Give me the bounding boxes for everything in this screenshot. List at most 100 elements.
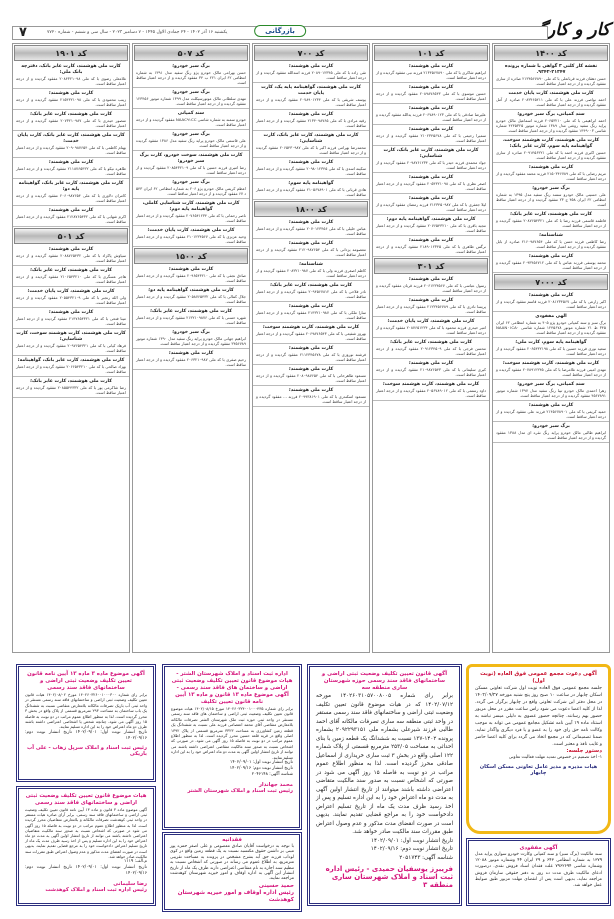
date-line: یکشنبه ۱۶ آذر ۱۴۰۲ - ۲۴ جمادی الاول ۱۴۴۵… bbox=[47, 30, 228, 35]
classified-item: کارت ملی هوشمند؛ علیرضا صادقی با کد ملی ۲… bbox=[373, 104, 489, 125]
item-body: کبری سلیمانی با کد ملی ۲۱۰۹۸۷۶۵۴۳ مفقود … bbox=[376, 367, 486, 377]
item-body: مسعود اسکندری با کد ملی ۲۰۹۹۳۸۱۹۰۱ فرزند… bbox=[256, 394, 366, 404]
item-body: ابراهیم شاکری با کد ملی ۲۱۳۴۵۶۷۸۹۰ فرزند… bbox=[375, 70, 486, 80]
item-body: هادی قربانی با کد ملی ۲۱۰۵۶۷۸۹۰۱ مفقود گ… bbox=[256, 187, 366, 197]
item-body: رحیم صفری با کد ملی ۲۰۶۳۲۱۰۹۸۷ مفقود گرد… bbox=[136, 357, 246, 367]
classified-item: کارت ملی هوشمند، کارت پایان خدمت احمد نوا… bbox=[493, 89, 609, 110]
classified-item: گواهینامه پایه سوم؛ هادی قربانی با کد ملی… bbox=[253, 179, 369, 200]
masthead: کار و کارگر ۷ یکشنبه ۱۶ آذر ۱۴۰۲ - ۲۴ جم… bbox=[12, 20, 610, 40]
classified-column: کد ۱۴۰۰ نقشه کار کلنی ۳ گواهی با شماره پر… bbox=[492, 43, 610, 653]
item-body: حسین موسوی با کد ملی ۲۰۸۹۸۷۶۵۴۳ مفقود گر… bbox=[376, 91, 486, 101]
item-title: کارت ملی هوشمند؛ bbox=[408, 361, 454, 366]
section-code-header: کد ۱۹۰۱ bbox=[14, 45, 128, 61]
item-body: امیر حیدری فرزند محمود با کد ملی ۲۰۸۷۶۵۱… bbox=[376, 325, 486, 335]
item-body: محسن فرجی با کد ملی ۲۰۹۱۲۳۴۵۰۹ مفقود گرد… bbox=[376, 346, 486, 356]
item-title: سند کمپانی، برگ سبز خودرو؛ bbox=[517, 112, 585, 117]
ad-id: شناسه آگهی: ۲۰۴۶۱۴۸ bbox=[251, 772, 293, 778]
item-body: پریسا نادری با کد ملی ۲۱۲۳۴۵۶۷۸۹ مفقود گ… bbox=[376, 304, 486, 314]
ad-title: آگهی دعوت مجمع عمومی فوق العاده (نوبت او… bbox=[480, 671, 597, 684]
item-title: کارت ملی هوشمند؛ bbox=[168, 267, 214, 272]
item-title: کارت ملی هوشمند، کارت هوشمند سوخت؛ bbox=[502, 361, 600, 366]
classified-item: نقشه کار کلنی ۳ گواهی با شماره پرونده ۲۱… bbox=[493, 62, 609, 89]
classified-item: کارت ملی هوشمند؛ زینب محمودی با کد ملی ۲۱… bbox=[13, 89, 129, 110]
item-title: کارت ملی هوشمند؛ bbox=[408, 196, 454, 201]
item-title: کارت ملی هوشمند، سوخت خودرو، کارت برگ سب… bbox=[139, 153, 243, 164]
ad-dates: تاریخ انتشار نوبت اول: ۱۴۰۲/۰۹/۰۱ تاریخ … bbox=[25, 865, 147, 877]
item-body: احمد نواصی فرزند علی با کد ملی ۲۰۸۳۴۶۵۲۱… bbox=[496, 97, 607, 107]
classified-item: گواهینامه پایه سوم، کارت ملی؛ سعید نوری ف… bbox=[493, 338, 609, 359]
item-title: الهی مفقودی bbox=[535, 314, 567, 319]
item-title: برگ سبز خودرو؛ bbox=[172, 90, 210, 95]
classified-item: برگ سبز خودرو؛ ابراهیم جهانی مالک خودرو پ… bbox=[133, 328, 249, 349]
item-body: یوسف شریفی با کد ملی ۲۰۷۸۹۰۱۲۳۴ مفقود گر… bbox=[256, 97, 366, 107]
item-body: زینب محمودی با کد ملی ۲۱۵۴۳۲۱۰۹۸ مفقود گ… bbox=[16, 97, 126, 107]
classified-item: کارت ملی هوشمند؛ اصغر نظری با کد ملی ۲۰۵۴… bbox=[373, 173, 489, 194]
classified-column: کد ۱۰۱ کارت ملی هوشمند؛ ابراهیم شاکری با ک… bbox=[372, 43, 490, 653]
classified-item: کارت ملی هوشمند؛ مسعود اسکندری با کد ملی … bbox=[253, 386, 369, 407]
item-body: ولی الله رنجبر با کد ملی ۲۰۵۵۴۳۲۱۰۹ مفقو… bbox=[16, 295, 126, 305]
ad-lost: آگهی مفقودی سند مالکیت (برگ سبز) و سند ک… bbox=[466, 838, 611, 906]
item-title: کارت ملی هوشمند؛ bbox=[408, 298, 454, 303]
item-title: کارت ملی هوشمند؛ bbox=[48, 247, 94, 252]
item-title: کارت ملی هوشمند؛ bbox=[168, 351, 214, 356]
classified-item: کارت ملی هوشمند؛ اکبر زارعی با کد ملی ۲۰۸… bbox=[493, 291, 609, 312]
item-title: کارت ملی هوشمند، کارت عابر بانک، دفترچه … bbox=[21, 64, 121, 75]
item-body: خودرو سمند به شماره شاسی NAAC۹۱CC مفقود … bbox=[136, 117, 246, 127]
item-title: کارت ملی هوشمند، گواهینامه پایه یک، کارت… bbox=[261, 85, 361, 96]
classified-column: کد ۵۰۷ برگ سبز خودرو؛ حسن بهرامی مالک خودر… bbox=[132, 43, 250, 653]
classified-item: کارت ملی هوشمند؛ لیلا جعفری با کد ملی ۲۱۲… bbox=[373, 194, 489, 215]
item-body: شهره حسنی با کد ملی ۲۱۳۲۱۰۹۸۷۶ مفقود گرد… bbox=[136, 315, 246, 325]
classified-item: برگ سبز خودرو؛ علی قاسمی مالک خودرو پراید… bbox=[133, 130, 249, 151]
item-body: داود رستمی با کد ملی ۲۰۵۶۷۸۹۰۱۲ مفقود گر… bbox=[376, 388, 486, 398]
ad-agenda-label: دستور جلسه: bbox=[566, 748, 602, 754]
item-title: کارت ملی هوشمند؛ bbox=[48, 91, 94, 96]
ad-dates: تاریخ انتشار نوبت اول: ۱۴۰۲/۰۹/۰۱ تاریخ … bbox=[25, 729, 147, 742]
item-title: کارت ملی هوشمند، کارت عابر بانک؛ bbox=[30, 112, 112, 117]
ad-body: برابر رای شماره ۱۴۰۲۶۰۳۱۰۵۷۰۰۸۰۰۵ مورخه … bbox=[316, 693, 454, 835]
classified-item: کارت ملی هوشمند؛ طاهره نیکو با کد ملی ۲۱۱… bbox=[13, 158, 129, 179]
section-code-header: کد ۵۰۱ bbox=[14, 228, 128, 244]
item-body: اصغر نظری با کد ملی ۲۰۵۴۳۲۱۰۹۸ مفقود گرد… bbox=[376, 181, 486, 191]
item-body: برگ سبز و سند کمپانی خودرو پژو ۴۰۵ به شم… bbox=[496, 320, 606, 335]
classified-item: کارت ملی هوشمند؛ محمد یوسفی فرزند عباس با… bbox=[493, 252, 609, 273]
ad-title: آگهی موضوع ماده ۳ ماده ۱۳ آیین نامه قانو… bbox=[27, 671, 145, 691]
item-title: برگ سبز خودرو؛ bbox=[172, 330, 210, 335]
classified-item: کارت ملی هوشمند؛ سمیرا رحیمی با کد ملی ۲۱… bbox=[373, 125, 489, 146]
item-body: بهروز شفیعی با کد ملی ۲۰۶۹۸۷۶۵۴۳ مفقود گ… bbox=[255, 331, 366, 341]
item-body: اکرم شهابی با کد ملی ۲۱۲۸۷۶۵۴۳۲ مفقود گر… bbox=[16, 214, 126, 224]
classified-item: کارت ملی هوشمند؛ حمید کریمی با کد ملی ۲۱۴… bbox=[493, 401, 609, 422]
item-title: کارت ملی هوشمند؛ bbox=[288, 64, 334, 69]
item-title: کارت ملی هوشمند، کارت پایان خدمت؛ bbox=[147, 228, 235, 233]
ad-id: م.الف: ۱۱۱۹ bbox=[123, 859, 147, 865]
classified-item: برگ سبز خودرو؛ حسن بهرامی مالک خودرو پژو … bbox=[133, 62, 249, 88]
item-body: معصومه یزدانی با کد ملی ۲۱۲۰۹۸۷۶۵۴ مفقود… bbox=[256, 247, 366, 257]
classified-item: کارت ملی هوشمند، کارت پایان خدمت؛ امیر حی… bbox=[373, 317, 489, 338]
ad-signature: فریبرز یوسفیان حمیدی - رئیس اداره ثبت اس… bbox=[325, 865, 453, 889]
classified-item: کارت ملی هوشمند؛ تقی زاده با کد ملی ۲۰۸۹۰… bbox=[253, 62, 369, 83]
ad-signature: رئیس ثبت اسناد و املاک سرپل زهاب - علی آ… bbox=[27, 745, 147, 758]
item-body: اکبر زارعی با کد ملی ۲۰۸۱۲۳۴۵۶۷ فرزند قا… bbox=[496, 299, 606, 309]
classified-item: کارت ملی هوشمند، کارت عابر بانک، کارت شن… bbox=[253, 131, 369, 158]
item-title: کارت ملی هوشمند، کارت عابر بانک، کارت پا… bbox=[17, 133, 125, 144]
ad-agenda: ۱- اخذ تصمیم در خصوص تمدید مهلت فعالیت ت… bbox=[508, 755, 602, 760]
item-body: لیلا جعفری با کد ملی ۲۱۲۳۴۵۰۹۸۷ فرزند رم… bbox=[376, 202, 486, 212]
ad-body: سند مالکیت (برگ سبز) و سند کمپانی وکارت … bbox=[475, 852, 603, 889]
classified-item: کارت ملی هوشمند، کارت عابر بانک، گواهینا… bbox=[13, 179, 129, 206]
classified-item: کارت ملی هوشمند، کارت پایان خدمت؛ وحید عز… bbox=[133, 226, 249, 247]
item-title: کارت ملی هوشمند؛ bbox=[288, 220, 334, 225]
item-body: اعظم کریمی مالک خودرو پژو ۲۰۶ به شماره ا… bbox=[136, 186, 246, 196]
item-body: علی قاسمی مالک خودرو پراید رنگ سفید مدل … bbox=[136, 138, 246, 148]
classified-item: برگ سبز خودرو؛ اعظم کریمی مالک خودرو پژو … bbox=[133, 178, 249, 199]
item-body: جواد محمدی فرزند حیدر با کد ملی ۲۰۹۸۷۶۱۲… bbox=[376, 160, 486, 170]
item-title: کارت ملی هوشمند؛ bbox=[288, 112, 334, 117]
newspaper-logo: کار و کارگر bbox=[529, 20, 610, 40]
classified-item: کارت ملی هوشمند، کارت هوشمند سوخت؛ بهروز … bbox=[253, 323, 369, 344]
item-title: کارت ملی هوشمند، گواهینامه پایه دو؛ bbox=[148, 288, 234, 293]
item-title: کارت ملی هوشمند؛ bbox=[288, 241, 334, 246]
classified-item: کارت ملی هوشمند؛ نرگس طاهری با کد ملی ۲۱۸… bbox=[373, 236, 489, 257]
classified-item: کارت ملی هوشمند، گواهینامه پایه یک، کارت… bbox=[253, 83, 369, 110]
item-body: علیرضا صادقی با کد ملی ۲۰۶۷۸۹۰۱۲۳ فرزند … bbox=[376, 112, 486, 122]
item-body: سمیرا رحیمی با کد ملی ۲۱۰۲۳۴۵۶۷۸ مفقود گ… bbox=[376, 133, 486, 143]
classified-item: کارت ملی هوشمند، کارت پایان خدمت؛ ولی الل… bbox=[13, 287, 129, 308]
item-title: کارت ملی هوشمند، کارت عابر بانک؛ bbox=[390, 340, 472, 345]
